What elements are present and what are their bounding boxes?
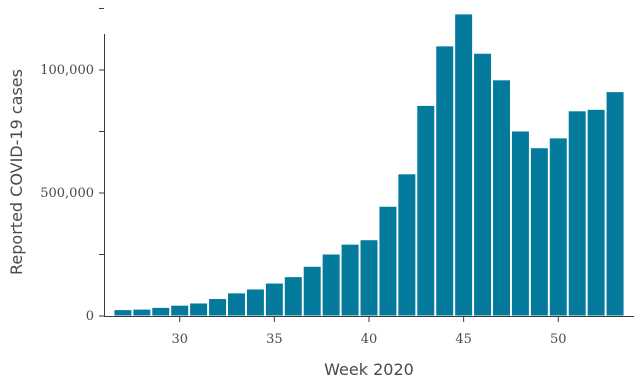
bar-week-52: [586, 108, 606, 317]
x-tick-label: 50: [550, 332, 567, 347]
bar-week-41: [378, 205, 398, 317]
bar-week-53: [605, 91, 625, 317]
bars-group: [113, 13, 625, 317]
y-tick-label: 0: [86, 309, 94, 324]
bar-week-36: [283, 276, 303, 317]
x-tick-label: 40: [361, 332, 378, 347]
bar-week-27: [113, 309, 133, 317]
y-ticks-group: 0 500,000 100,000: [40, 7, 104, 324]
bar-week-28: [132, 308, 152, 317]
x-tick-label: 30: [171, 332, 188, 347]
y-tick-label: 500,000: [40, 186, 94, 201]
bar-week-37: [302, 265, 322, 317]
bar-week-34: [245, 288, 265, 317]
x-axis-title: Week 2020: [324, 360, 414, 379]
y-tick-label: 100,000: [40, 63, 94, 78]
bar-week-46: [473, 52, 493, 317]
bar-week-42: [397, 173, 417, 317]
bar-week-30: [170, 304, 190, 317]
bar-week-39: [340, 243, 360, 317]
bar-week-49: [529, 147, 549, 317]
bar-week-40: [359, 239, 379, 317]
bar-week-38: [321, 253, 341, 317]
y-axis-title: Reported COVID-19 cases: [7, 69, 26, 275]
bar-week-50: [548, 137, 568, 317]
x-tick-label: 35: [266, 332, 283, 347]
bar-week-48: [510, 130, 530, 317]
bar-week-35: [264, 282, 284, 317]
bar-week-29: [151, 306, 171, 317]
bar-week-31: [189, 302, 209, 317]
bar-week-33: [227, 292, 246, 317]
bar-week-32: [208, 298, 228, 317]
bar-week-43: [416, 104, 436, 317]
bar-week-51: [567, 110, 587, 317]
bar-week-45: [454, 13, 474, 317]
bar-week-44: [435, 45, 455, 317]
x-ticks-group: 30 35 40 45 50: [171, 316, 567, 347]
bar-week-47: [492, 79, 511, 317]
x-tick-label: 45: [455, 332, 472, 347]
